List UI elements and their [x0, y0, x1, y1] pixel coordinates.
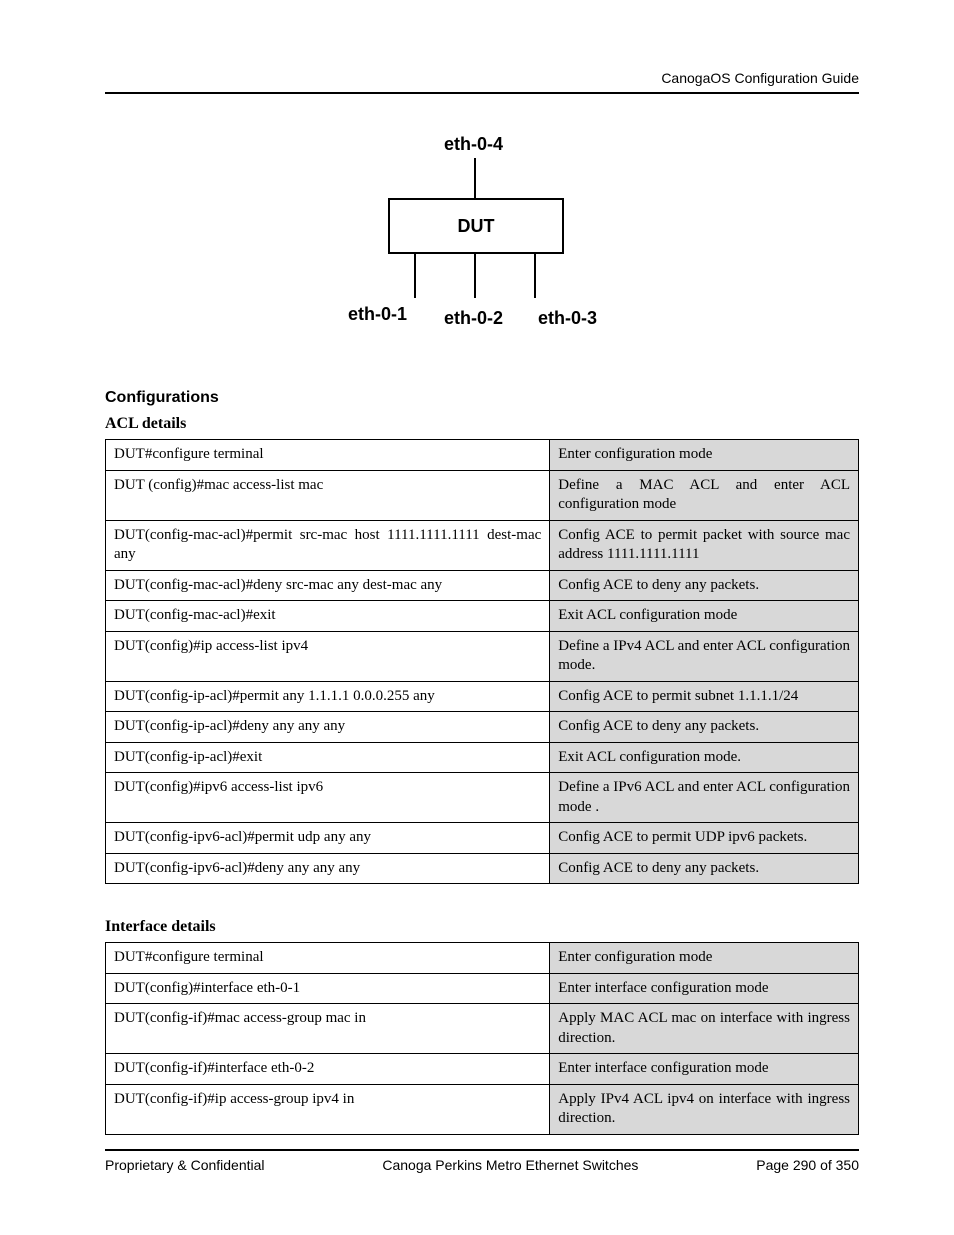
acl-cmd-cell: DUT(config-mac-acl)#deny src-mac any des… — [106, 570, 550, 601]
footer-center: Canoga Perkins Metro Ethernet Switches — [382, 1157, 638, 1173]
table-row: DUT(config-ip-acl)#deny any any anyConfi… — [106, 712, 859, 743]
table-row: DUT(config-mac-acl)#exitExit ACL configu… — [106, 601, 859, 632]
iface-desc-cell: Apply MAC ACL mac on interface with ingr… — [550, 1004, 859, 1054]
acl-cmd-cell: DUT(config-ipv6-acl)#permit udp any any — [106, 823, 550, 854]
acl-cmd-cell: DUT(config)#ipv6 access-list ipv6 — [106, 773, 550, 823]
acl-cmd-cell: DUT(config)#ip access-list ipv4 — [106, 631, 550, 681]
table-row: DUT(config-if)#interface eth-0-2Enter in… — [106, 1054, 859, 1085]
acl-cmd-cell: DUT(config-ip-acl)#permit any 1.1.1.1 0.… — [106, 681, 550, 712]
page-header-right: CanogaOS Configuration Guide — [105, 70, 859, 86]
table-row: DUT(config)#ip access-list ipv4Define a … — [106, 631, 859, 681]
diagram-bottom-label-3: eth-0-3 — [538, 308, 597, 329]
iface-desc-cell: Enter configuration mode — [550, 943, 859, 974]
table-row: DUT#configure terminalEnter configuratio… — [106, 440, 859, 471]
table-row: DUT(config)#interface eth-0-1Enter inter… — [106, 973, 859, 1004]
interface-details-table: DUT#configure terminalEnter configuratio… — [105, 942, 859, 1135]
acl-cmd-cell: DUT(config-ip-acl)#deny any any any — [106, 712, 550, 743]
iface-cmd-cell: DUT(config-if)#mac access-group mac in — [106, 1004, 550, 1054]
table-row: DUT(config-if)#mac access-group mac inAp… — [106, 1004, 859, 1054]
acl-desc-cell: Define a IPv6 ACL and enter ACL configur… — [550, 773, 859, 823]
acl-desc-cell: Config ACE to deny any packets. — [550, 570, 859, 601]
acl-cmd-cell: DUT(config-mac-acl)#exit — [106, 601, 550, 632]
table-row: DUT(config-ip-acl)#exitExit ACL configur… — [106, 742, 859, 773]
acl-desc-cell: Enter configuration mode — [550, 440, 859, 471]
table-row: DUT#configure terminalEnter configuratio… — [106, 943, 859, 974]
diagram-bottom-label-1: eth-0-1 — [348, 304, 407, 325]
interface-details-heading: Interface details — [105, 918, 859, 936]
diagram-bottom-label-2: eth-0-2 — [444, 308, 503, 329]
acl-details-table: DUT#configure terminalEnter configuratio… — [105, 439, 859, 884]
acl-desc-cell: Config ACE to deny any packets. — [550, 712, 859, 743]
diagram-line-b3 — [534, 254, 536, 298]
page-footer: Proprietary & Confidential Canoga Perkin… — [105, 1149, 859, 1173]
footer-right: Page 290 of 350 — [756, 1157, 859, 1173]
acl-cmd-cell: DUT(config-mac-acl)#permit src-mac host … — [106, 520, 550, 570]
table-row: DUT(config)#ipv6 access-list ipv6Define … — [106, 773, 859, 823]
diagram-dut-box: DUT — [388, 198, 564, 254]
table-row: DUT(config-ipv6-acl)#permit udp any anyC… — [106, 823, 859, 854]
diagram-top-label: eth-0-4 — [444, 134, 503, 155]
diagram-container: eth-0-4 DUT eth-0-1 eth-0-2 eth-0-3 — [105, 134, 859, 359]
acl-desc-cell: Define a MAC ACL and enter ACL configura… — [550, 470, 859, 520]
table-row: DUT(config-if)#ip access-group ipv4 inAp… — [106, 1084, 859, 1134]
iface-desc-cell: Enter interface configuration mode — [550, 1054, 859, 1085]
diagram-line-b2 — [474, 254, 476, 298]
acl-desc-cell: Config ACE to deny any packets. — [550, 853, 859, 884]
acl-desc-cell: Config ACE to permit UDP ipv6 packets. — [550, 823, 859, 854]
iface-cmd-cell: DUT(config-if)#interface eth-0-2 — [106, 1054, 550, 1085]
iface-cmd-cell: DUT(config-if)#ip access-group ipv4 in — [106, 1084, 550, 1134]
acl-details-heading: ACL details — [105, 415, 859, 433]
iface-cmd-cell: DUT(config)#interface eth-0-1 — [106, 973, 550, 1004]
header-rule — [105, 92, 859, 94]
iface-cmd-cell: DUT#configure terminal — [106, 943, 550, 974]
diagram-line-top — [474, 158, 476, 198]
acl-desc-cell: Exit ACL configuration mode. — [550, 742, 859, 773]
diagram-line-b1 — [414, 254, 416, 298]
iface-desc-cell: Enter interface configuration mode — [550, 973, 859, 1004]
iface-desc-cell: Apply IPv4 ACL ipv4 on interface with in… — [550, 1084, 859, 1134]
footer-left: Proprietary & Confidential — [105, 1157, 265, 1173]
table-row: DUT (config)#mac access-list macDefine a… — [106, 470, 859, 520]
table-row: DUT(config-mac-acl)#permit src-mac host … — [106, 520, 859, 570]
table-row: DUT(config-ip-acl)#permit any 1.1.1.1 0.… — [106, 681, 859, 712]
dut-diagram: eth-0-4 DUT eth-0-1 eth-0-2 eth-0-3 — [342, 134, 622, 354]
acl-cmd-cell: DUT(config-ipv6-acl)#deny any any any — [106, 853, 550, 884]
acl-desc-cell: Config ACE to permit subnet 1.1.1.1/24 — [550, 681, 859, 712]
footer-rule — [105, 1149, 859, 1151]
acl-cmd-cell: DUT (config)#mac access-list mac — [106, 470, 550, 520]
acl-desc-cell: Config ACE to permit packet with source … — [550, 520, 859, 570]
acl-desc-cell: Exit ACL configuration mode — [550, 601, 859, 632]
configurations-heading: Configurations — [105, 389, 859, 407]
table-row: DUT(config-mac-acl)#deny src-mac any des… — [106, 570, 859, 601]
acl-desc-cell: Define a IPv4 ACL and enter ACL configur… — [550, 631, 859, 681]
acl-cmd-cell: DUT(config-ip-acl)#exit — [106, 742, 550, 773]
table-row: DUT(config-ipv6-acl)#deny any any anyCon… — [106, 853, 859, 884]
acl-cmd-cell: DUT#configure terminal — [106, 440, 550, 471]
